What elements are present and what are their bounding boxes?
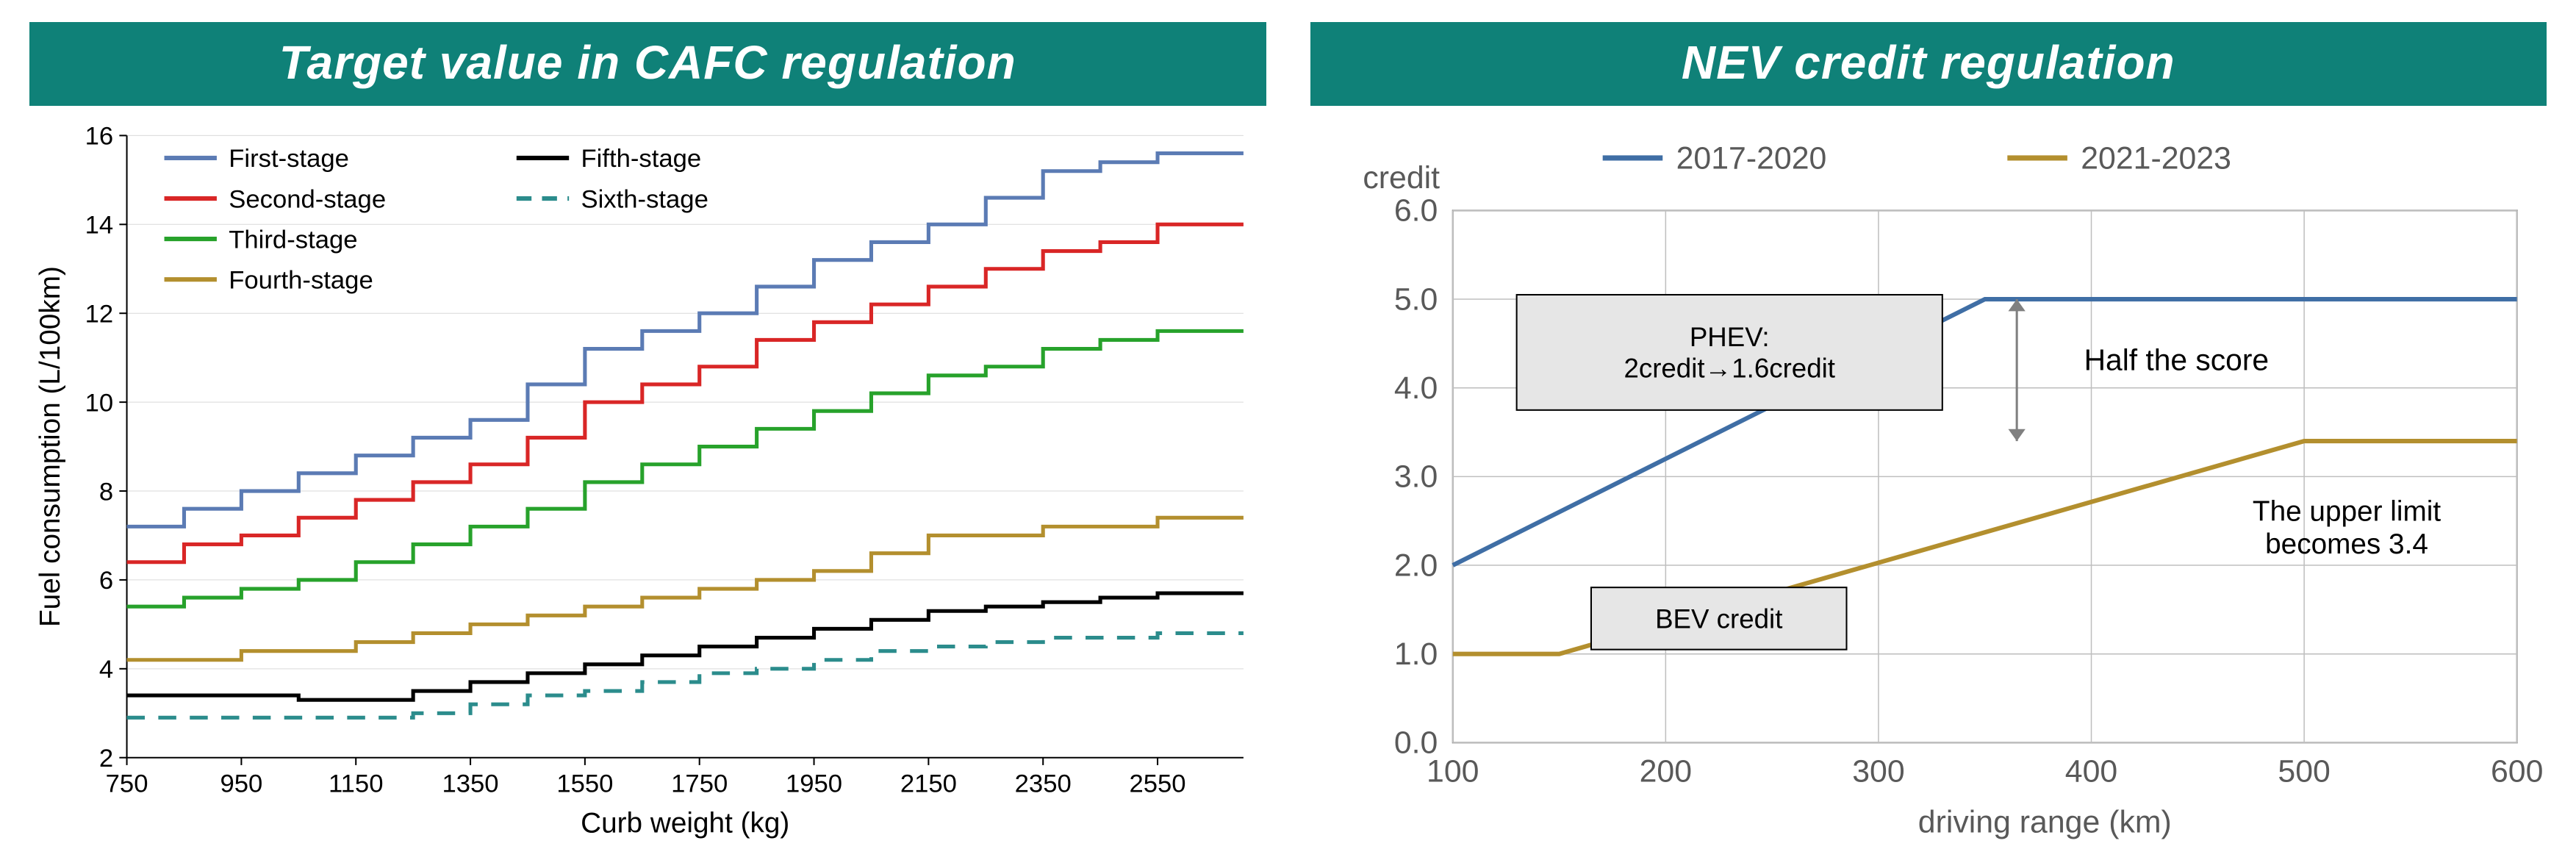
svg-text:200: 200 xyxy=(1639,753,1691,789)
cafc-title: Target value in CAFC regulation xyxy=(29,22,1266,106)
svg-text:2150: 2150 xyxy=(900,770,957,798)
svg-text:2credit→1.6credit: 2credit→1.6credit xyxy=(1624,353,1835,383)
svg-text:2.0: 2.0 xyxy=(1393,548,1438,583)
svg-text:Sixth-stage: Sixth-stage xyxy=(581,185,708,213)
svg-text:Second-stage: Second-stage xyxy=(229,185,386,213)
svg-text:Third-stage: Third-stage xyxy=(229,226,357,254)
svg-text:12: 12 xyxy=(85,300,114,328)
svg-text:1550: 1550 xyxy=(556,770,613,798)
svg-text:5.0: 5.0 xyxy=(1393,282,1438,317)
svg-text:1.0: 1.0 xyxy=(1393,637,1438,672)
svg-text:750: 750 xyxy=(106,770,148,798)
series-sixth-stage xyxy=(127,633,1244,717)
svg-text:Curb weight (kg): Curb weight (kg) xyxy=(581,808,789,839)
svg-text:1150: 1150 xyxy=(329,770,384,798)
svg-text:First-stage: First-stage xyxy=(229,145,349,173)
svg-text:Half the score: Half the score xyxy=(2084,343,2269,377)
svg-text:300: 300 xyxy=(1852,753,1904,789)
svg-text:600: 600 xyxy=(2490,753,2542,789)
svg-text:6.0: 6.0 xyxy=(1393,193,1438,229)
svg-text:6: 6 xyxy=(99,567,113,595)
svg-text:The upper limit: The upper limit xyxy=(2252,496,2440,528)
svg-text:2350: 2350 xyxy=(1015,770,1072,798)
series-fifth-stage xyxy=(127,593,1244,700)
svg-text:2017-2020: 2017-2020 xyxy=(1676,140,1826,176)
svg-text:4: 4 xyxy=(99,656,113,684)
svg-text:2550: 2550 xyxy=(1129,770,1185,798)
nev-panel: NEV credit regulation 0.01.02.03.04.05.0… xyxy=(1310,22,2547,838)
svg-text:2: 2 xyxy=(99,745,113,773)
svg-text:4.0: 4.0 xyxy=(1393,370,1438,406)
svg-text:Fuel consumption (L/100km): Fuel consumption (L/100km) xyxy=(35,266,66,627)
svg-text:500: 500 xyxy=(2278,753,2330,789)
svg-text:16: 16 xyxy=(85,123,114,151)
svg-text:2021-2023: 2021-2023 xyxy=(2081,140,2231,176)
svg-text:Fifth-stage: Fifth-stage xyxy=(581,145,701,173)
svg-text:10: 10 xyxy=(85,389,114,417)
svg-text:400: 400 xyxy=(2064,753,2117,789)
svg-text:8: 8 xyxy=(99,478,113,506)
cafc-chart: 2 4 6 8 10 12 14 16 750 950 1150 1350 1550 1750 1950 21… xyxy=(29,121,1266,855)
svg-text:14: 14 xyxy=(85,212,114,240)
svg-text:BEV credit: BEV credit xyxy=(1655,603,1782,634)
svg-text:credit: credit xyxy=(1363,160,1440,196)
svg-text:Fourth-stage: Fourth-stage xyxy=(229,266,373,294)
svg-text:1750: 1750 xyxy=(671,770,728,798)
svg-text:PHEV:: PHEV: xyxy=(1689,322,1769,352)
nev-title: NEV credit regulation xyxy=(1310,22,2547,106)
svg-text:becomes 3.4: becomes 3.4 xyxy=(2265,528,2428,560)
cafc-panel: Target value in CAFC regulation 2 4 6 8 10 12… xyxy=(29,22,1266,838)
svg-text:3.0: 3.0 xyxy=(1393,459,1438,495)
nev-chart: 0.01.02.03.04.05.06.0100200300400500600d… xyxy=(1310,121,2547,855)
svg-text:950: 950 xyxy=(220,770,262,798)
svg-text:driving range (km): driving range (km) xyxy=(1917,805,2171,840)
series-third-stage xyxy=(127,331,1244,606)
svg-text:1350: 1350 xyxy=(442,770,498,798)
svg-text:100: 100 xyxy=(1427,753,1479,789)
svg-text:1950: 1950 xyxy=(786,770,842,798)
